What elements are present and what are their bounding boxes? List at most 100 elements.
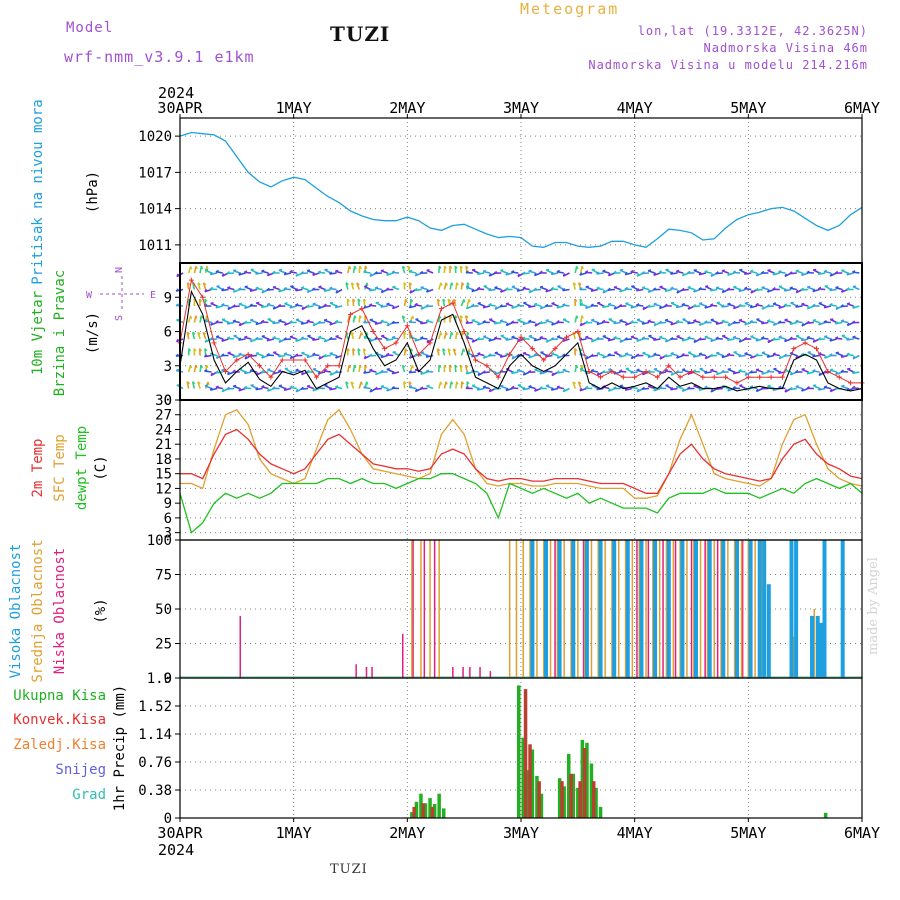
wind-arrow-head [699, 302, 703, 305]
wind-gust-marker [404, 323, 410, 329]
wind-arrow-head [329, 271, 333, 275]
wind-arrow-head [442, 298, 446, 302]
wind-arrow-head [550, 271, 554, 275]
wind-arrow-head [755, 388, 759, 392]
wind-arrow-head [250, 318, 254, 321]
wind-arrow-head [704, 335, 708, 338]
wind-arrow-head [772, 287, 776, 290]
wind-arrow-head [238, 322, 242, 326]
wind-arrow-head [204, 318, 208, 322]
wind-arrow-head [386, 272, 390, 276]
wind-arrow-head [505, 302, 510, 305]
wind-arrow-head [664, 353, 668, 357]
wind-arrow-head [693, 339, 697, 343]
cloud-bar [766, 584, 771, 678]
precip-bar [419, 793, 423, 818]
wind-arrow-head [249, 368, 254, 372]
wind-arrow-head [829, 338, 833, 342]
cloud-bar [740, 540, 743, 678]
wind-arrow-head [687, 270, 691, 274]
wind-arrow-head [445, 381, 448, 385]
x-tick-label-bottom: 1MAY [276, 824, 312, 842]
wind-arrow-head [294, 353, 299, 357]
pressure-line [179, 131, 863, 248]
pressure-unit: (hPa) [85, 171, 101, 213]
cloud-bar [438, 540, 440, 678]
wind-arrow-head [357, 348, 361, 352]
wind-arrow-head [499, 304, 503, 308]
wind-arrow-head [244, 335, 248, 338]
wind-arrow-head [607, 338, 611, 342]
compass-north: N [114, 267, 125, 273]
wind-arrow-head [227, 306, 231, 310]
wind-arrow-head [380, 289, 384, 293]
wind-arrow-head [391, 335, 396, 339]
wind-arrows-layer [175, 265, 860, 393]
wind-arrow-head [500, 269, 504, 272]
cloud-bar [735, 540, 739, 678]
precip-bar [576, 787, 580, 818]
wind-arrow-head [261, 355, 264, 359]
wind-arrow-head [272, 306, 276, 310]
wind-arrow-head [499, 354, 503, 358]
wind-arrow-head [715, 271, 719, 275]
wind-arrow-head [625, 302, 629, 305]
precip-frozen-label: Zaledj.Kisa [13, 737, 106, 753]
wind-arrow-head [266, 287, 270, 291]
wind-unit: (m/s) [85, 312, 101, 354]
wind-arrow-head [585, 285, 589, 288]
wind-gust-marker [200, 294, 206, 300]
wind-arrow-head [698, 387, 702, 391]
wind-gust-marker [745, 374, 751, 380]
wind-arrow-head [613, 270, 617, 274]
wind-arrow-head [471, 339, 475, 343]
wind-arrow-head [414, 388, 418, 392]
wind-arrow-head [528, 334, 533, 337]
wind-arrow-head [402, 315, 406, 319]
precip-bar [412, 806, 416, 818]
wind-arrow-head [715, 371, 719, 376]
wind-arrow-head [556, 269, 560, 273]
wind-arrow-head [511, 270, 515, 273]
wind-arrow-head [283, 387, 287, 391]
precip-bar [421, 803, 425, 818]
wind-arrow-head [528, 269, 532, 272]
wind-arrow-head [405, 298, 408, 303]
cloud-bar [741, 540, 744, 678]
wind-arrow-head [289, 385, 293, 389]
compass-west: W [86, 290, 93, 301]
wind-arrow-head [385, 352, 390, 356]
wind-arrow-head [306, 369, 310, 373]
precip-bar [562, 786, 566, 818]
precip-bar [410, 812, 414, 818]
x-tick-label-bottom: 5MAY [730, 824, 766, 842]
wind-arrow-head [681, 388, 685, 392]
wind-arrow-head [244, 355, 248, 360]
wind-arrow-head [647, 319, 651, 322]
wind-arrow-head [312, 387, 316, 392]
wind-arrow-head [323, 338, 327, 343]
cloud-bar [402, 633, 404, 678]
wind-arrow-head [391, 305, 395, 309]
wind-arrow-head [511, 305, 515, 309]
wind-arrow-head [255, 351, 259, 355]
wind-arrow-head [386, 302, 390, 305]
wind-arrow-head [244, 285, 248, 288]
wind-arrow-head [318, 335, 322, 339]
wind-arrow-head [761, 321, 765, 325]
wind-arrow-head [778, 335, 782, 338]
cloud-bar [618, 540, 620, 678]
wind-arrow-head [602, 335, 606, 337]
wind-arrow-head [517, 318, 521, 321]
wind-arrow-head [386, 322, 390, 327]
wind-arrow-head [778, 270, 782, 273]
wind-arrow-head [380, 369, 384, 373]
wind-arrow-head [624, 271, 628, 276]
precip-bar [535, 776, 539, 818]
wind-arrow-head [675, 370, 679, 374]
wind-arrow-head [226, 336, 231, 340]
wind-arrow-head [818, 322, 821, 326]
wind-arrow-head [354, 265, 357, 270]
wind-arrow-head [789, 371, 793, 376]
wind-arrow-head [670, 336, 674, 340]
